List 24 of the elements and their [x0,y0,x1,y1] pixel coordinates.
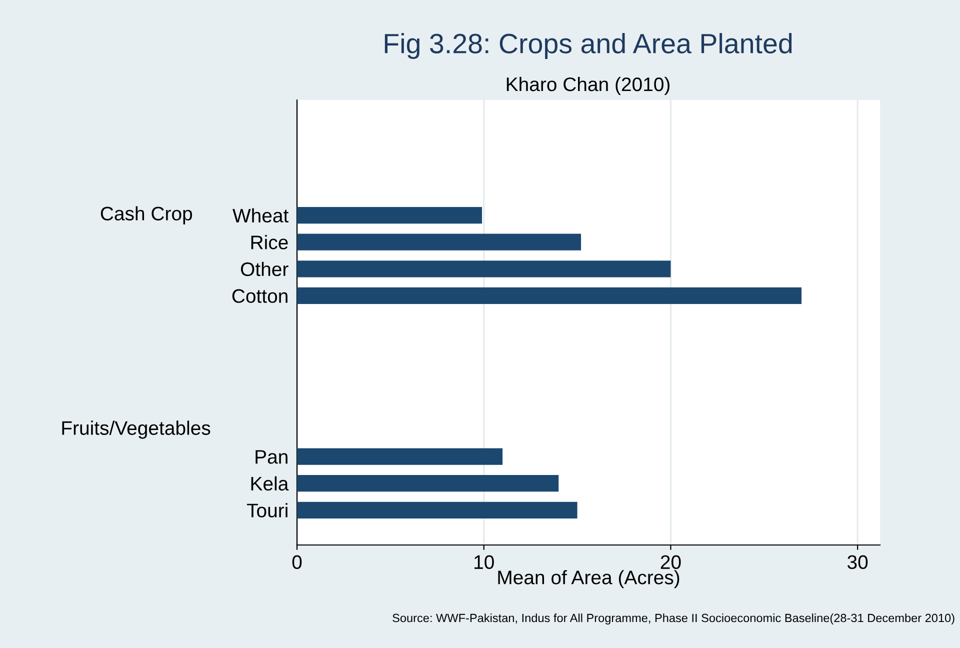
bar [297,287,802,304]
x-tick-label: 10 [474,555,494,570]
text: Fruits/Vegetables [62,420,210,439]
y-tick-label: Pan [256,450,288,464]
x-tick-label: 0 [292,555,302,570]
bar [297,475,559,492]
source-note: Source: WWF-Pakistan, Indus for All Programme, Phase II Socioeconomic Baseline(28-31 December 2010) [392,613,954,625]
y-tick-label: Other [240,262,288,276]
y-tick-label: Wheat [232,208,289,223]
x-tick-label: 20 [660,555,681,570]
bar [297,448,503,465]
x-axis-title: Mean of Area (Acres) [498,570,680,588]
chart-title: Fig 3.28: Crops and Area Planted [384,33,792,59]
bar [297,502,578,518]
bar [297,206,482,224]
x-tick-label: 30 [848,555,868,570]
y-tick-label: Rice [251,235,288,250]
bar [297,260,671,278]
y-tick-label: Touri [246,503,288,518]
bar [297,234,582,250]
chart-subtitle: Kharo Chan (2010) [506,76,670,96]
y-tick-label: Kela [251,476,289,491]
text: Cash Crop [100,206,192,224]
y-tick-label: Cotton [232,289,288,303]
